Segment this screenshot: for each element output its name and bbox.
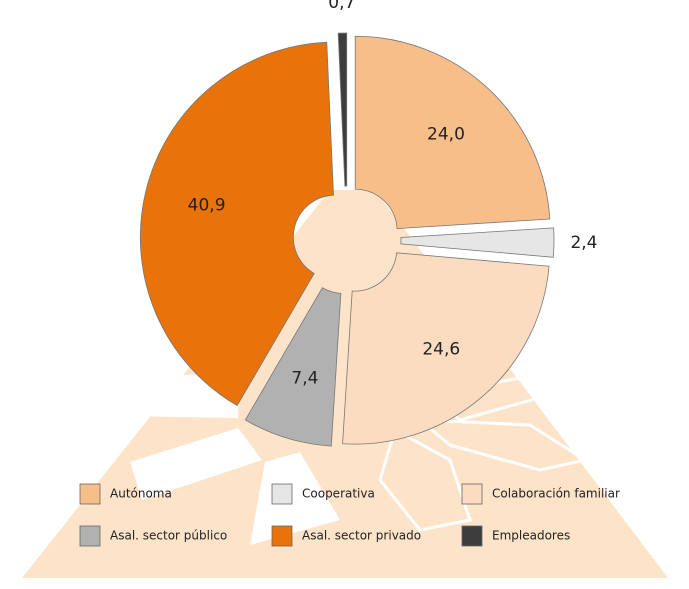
value-label: 24,6	[422, 340, 460, 360]
pie-slice	[342, 252, 550, 445]
pie-slice	[337, 32, 348, 187]
background-decoration	[22, 190, 668, 578]
pie: 24,0 2,4 24,6 7,4 40,9 0,7	[139, 0, 598, 447]
value-label: 40,9	[188, 195, 226, 215]
pie-slice	[139, 41, 334, 407]
value-label: 0,7	[328, 0, 355, 13]
legend-label: Colaboración familiar	[492, 487, 620, 501]
pie-slice	[244, 287, 342, 447]
legend-swatch	[271, 483, 293, 505]
legend-label: Autónoma	[110, 487, 172, 501]
legend-label: Empleadores	[492, 529, 570, 543]
legend-swatch	[79, 525, 101, 547]
legend-swatch	[79, 483, 101, 505]
legend-swatch	[461, 483, 483, 505]
pie-slice	[400, 227, 555, 258]
legend-label: Asal. sector público	[110, 529, 227, 543]
value-label: 2,4	[570, 233, 597, 253]
value-label: 7,4	[291, 368, 318, 388]
pie-slice	[354, 35, 551, 230]
legend-label: Asal. sector privado	[302, 529, 421, 543]
value-label: 24,0	[427, 125, 465, 145]
legend-label: Cooperativa	[302, 487, 375, 501]
legend-swatch	[271, 525, 293, 547]
legend-swatch	[461, 525, 483, 547]
legend: Autónoma Cooperativa Colaboración familiar…	[79, 483, 620, 547]
